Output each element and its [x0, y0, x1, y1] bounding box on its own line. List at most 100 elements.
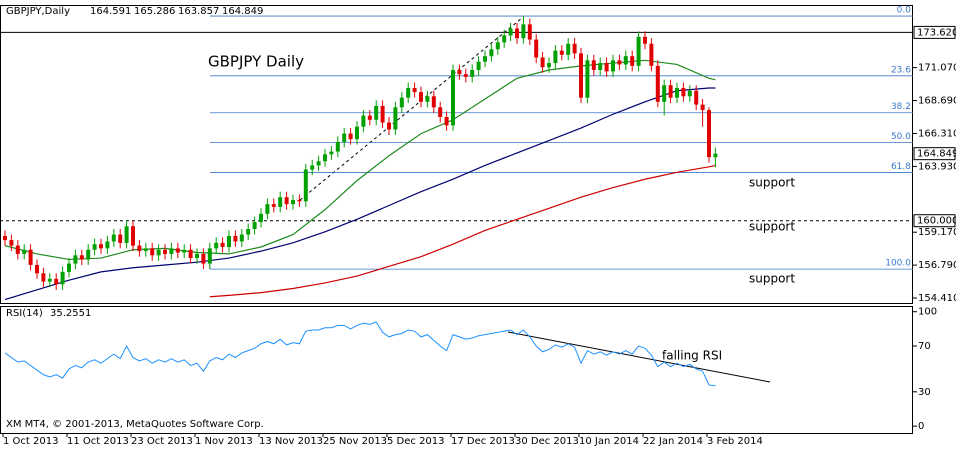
- candle-body: [419, 92, 423, 102]
- candle-body: [687, 90, 692, 97]
- candle-body: [316, 161, 321, 166]
- candle-body: [713, 153, 718, 158]
- x-tick-label: 1 Oct 2013: [3, 436, 58, 447]
- candle-body: [611, 60, 615, 72]
- candle-body: [233, 235, 238, 242]
- candle-body: [271, 204, 276, 207]
- candle-body: [188, 249, 193, 259]
- candle-body: [35, 264, 39, 274]
- candle-body: [99, 244, 103, 249]
- candle-body: [111, 234, 116, 242]
- candle-body: [451, 69, 455, 126]
- candle-body: [303, 169, 308, 202]
- candle-body: [668, 85, 673, 98]
- fib-label: 0.0: [897, 6, 912, 16]
- candle-body: [579, 53, 583, 98]
- price-box: [913, 147, 956, 161]
- candle-body: [195, 253, 199, 259]
- last-open: 164.591: [90, 6, 131, 17]
- candle-body: [214, 242, 219, 249]
- candle-body: [367, 115, 372, 120]
- last-low: 163.857: [178, 6, 219, 17]
- candle-body: [227, 235, 231, 247]
- candle-body: [15, 245, 20, 254]
- candle-body: [431, 96, 436, 108]
- last-high: 165.286: [134, 6, 175, 17]
- candle-body: [399, 97, 404, 108]
- price-panel: [0, 5, 913, 304]
- price-box: [913, 25, 956, 39]
- candle-body: [329, 151, 334, 155]
- candle-body: [137, 245, 142, 252]
- rsi-line: [4, 321, 716, 387]
- y-tick-label: 156.790: [918, 260, 956, 271]
- candle-body: [156, 249, 161, 256]
- candle-body: [246, 229, 251, 235]
- price-box-label: 173.620: [917, 27, 956, 38]
- candle-body: [22, 249, 27, 254]
- candle-body: [342, 133, 347, 142]
- candle-body: [86, 249, 91, 260]
- annotation: support: [749, 272, 795, 286]
- candle-body: [348, 133, 353, 140]
- candle-body: [495, 42, 500, 50]
- chart-title: GBPJPY Daily: [208, 53, 304, 71]
- candle-body: [476, 61, 481, 70]
- candle-body: [41, 273, 46, 282]
- candle-body: [297, 199, 302, 202]
- candle-body: [310, 165, 315, 170]
- candle-body: [585, 60, 590, 98]
- x-tick-label: 1 Nov 2013: [195, 436, 253, 447]
- candle-body: [67, 263, 71, 272]
- candle-body: [387, 122, 391, 130]
- candle-body: [3, 235, 7, 241]
- candle-body: [406, 87, 411, 98]
- rsi-tick-label: 100: [918, 307, 937, 318]
- current-price: 164.849: [917, 149, 956, 160]
- candle-body: [284, 197, 289, 205]
- candle-body: [643, 36, 647, 44]
- candle-body: [278, 197, 283, 207]
- candle-body: [502, 35, 507, 43]
- candle-body: [163, 249, 167, 254]
- candle-body: [380, 105, 385, 123]
- candle-body: [521, 24, 526, 39]
- x-tick-label: 22 Jan 2014: [643, 436, 703, 447]
- candle-body: [598, 63, 603, 70]
- rsi-tick-label: 0: [918, 421, 924, 432]
- price-box-label: 160.000: [917, 216, 956, 227]
- candle-body: [361, 115, 366, 127]
- candle-body: [335, 141, 340, 152]
- footer: XM MT4, © 2001-2013, MetaQuotes Software…: [6, 419, 264, 430]
- candle-body: [323, 154, 327, 162]
- x-tick-label: 30 Dec 2013: [515, 436, 579, 447]
- candle-body: [591, 60, 596, 70]
- candle-body: [675, 87, 679, 98]
- candle-body: [623, 56, 628, 65]
- y-tick-label: 154.410: [918, 293, 956, 304]
- y-tick-label: 168.690: [918, 96, 956, 107]
- candle-body: [150, 248, 155, 256]
- candle-body: [412, 87, 417, 93]
- candle-body: [649, 43, 654, 66]
- candle-body: [60, 271, 65, 285]
- candle-body: [291, 199, 295, 205]
- candle-body: [28, 249, 33, 265]
- x-tick-label: 5 Dec 2013: [387, 436, 445, 447]
- annotation: support: [749, 176, 795, 190]
- candle-body: [662, 85, 667, 102]
- candle-body: [655, 65, 660, 102]
- fib-label: 38.2: [891, 102, 911, 112]
- candle-body: [118, 234, 123, 243]
- candle-body: [636, 36, 641, 66]
- moving-average: [4, 87, 716, 301]
- rsi-label: RSI(14): [6, 308, 43, 319]
- fib-label: 61.8: [891, 162, 911, 172]
- candle-body: [47, 278, 52, 282]
- y-tick-label: 163.930: [918, 161, 956, 172]
- candle-body: [463, 74, 468, 77]
- candle-body: [54, 278, 59, 285]
- x-tick-label: 25 Nov 2013: [323, 436, 387, 447]
- x-tick-label: 23 Oct 2013: [131, 436, 193, 447]
